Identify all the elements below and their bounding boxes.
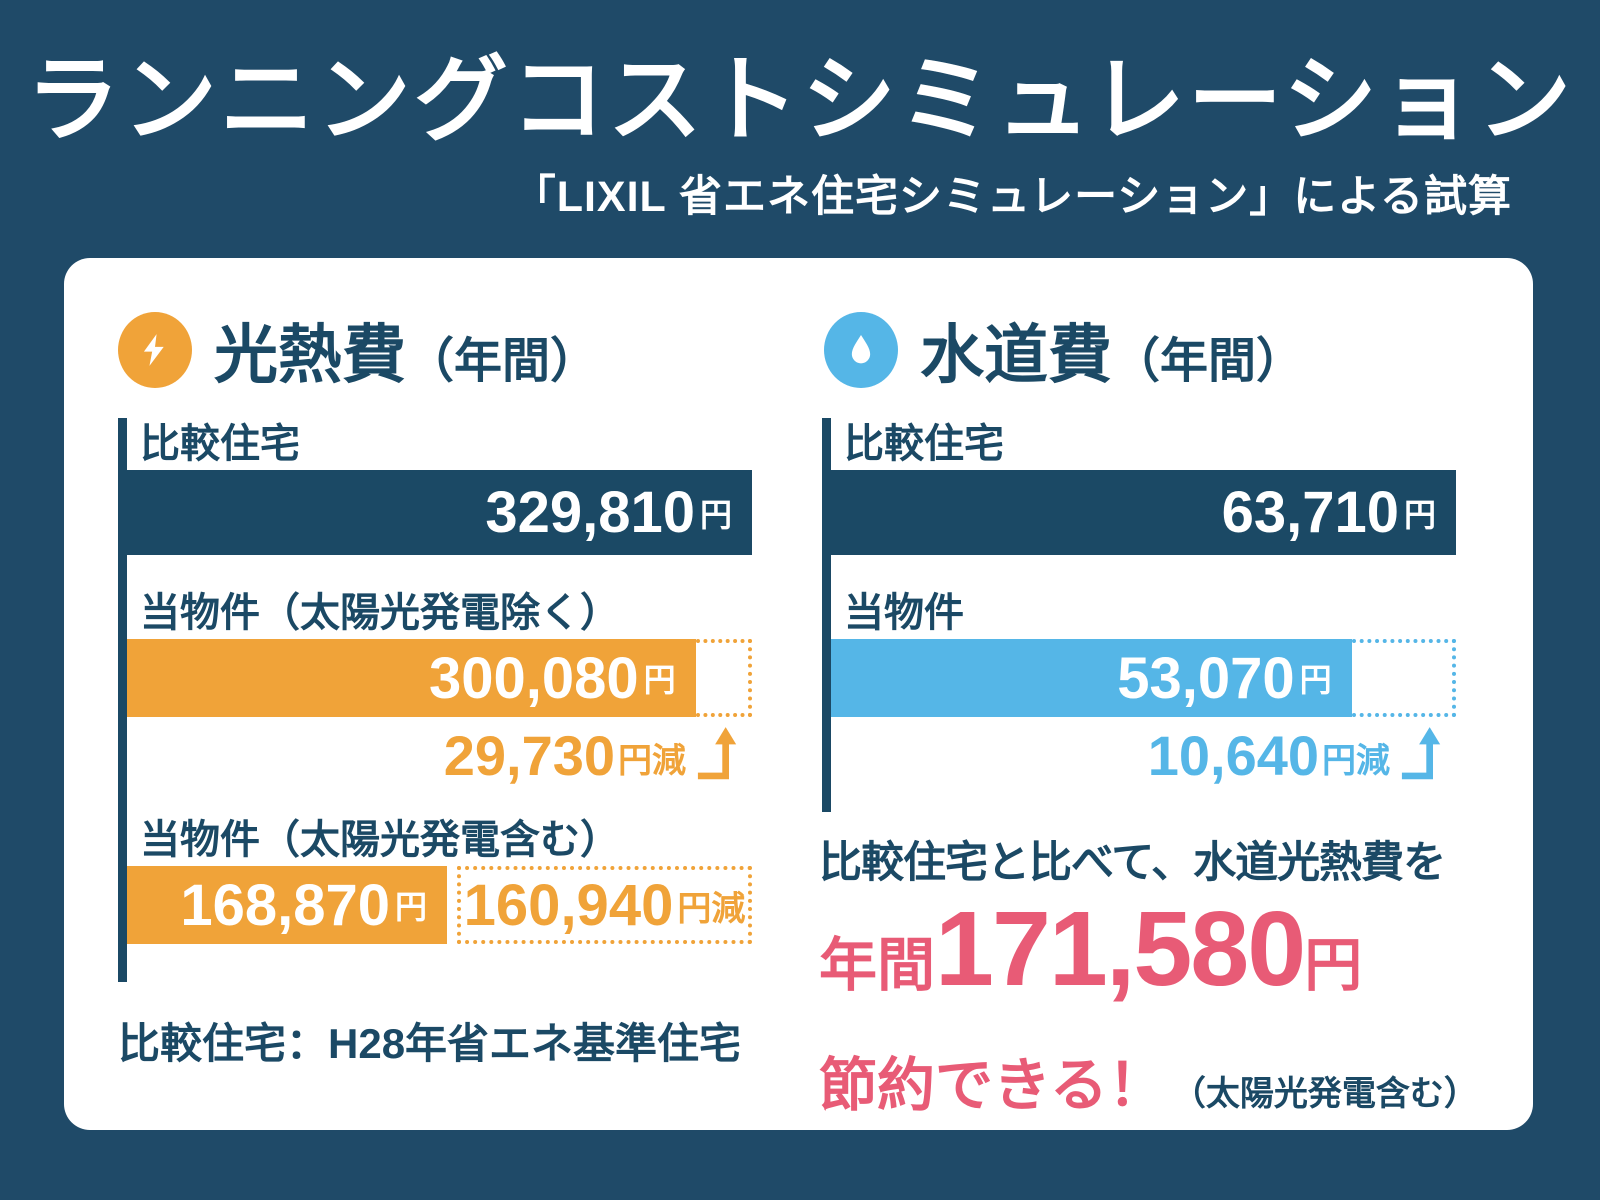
savings-unit: 円 — [1304, 933, 1363, 998]
energy-bar2-unit: 円 — [643, 662, 676, 698]
energy-chart: 比較住宅 329,810 円 当物件（太陽光発電除く） 300,080 円 29,7… — [118, 418, 752, 982]
energy-bar2-label: 当物件（太陽光発電除く） — [140, 591, 620, 635]
water-bar2-reduction-value: 10,640 — [1147, 724, 1319, 787]
energy-bar2-reduction: 29,730 円減 — [127, 722, 752, 787]
energy-bar1-label: 比較住宅 — [140, 422, 300, 466]
energy-bar3-label: 当物件（太陽光発電含む） — [140, 818, 620, 862]
up-arrow-icon — [1401, 727, 1441, 780]
savings-save-text: 節約できる！ — [819, 1053, 1166, 1118]
energy-section-title: 光熱費（年間） — [214, 304, 598, 396]
energy-bar-with-solar: 168,870 円 — [127, 866, 447, 944]
energy-title-suffix: （年間） — [406, 335, 599, 388]
energy-bar2-reduction-value: 29,730 — [443, 724, 615, 787]
page-title: ランニングコストシミュレーション — [25, 47, 1575, 152]
savings-prefix: 年間 — [819, 933, 936, 998]
water-bar2-value: 53,070 — [1117, 645, 1295, 711]
lightning-icon — [118, 312, 192, 388]
savings-amount-line: 年間171,580円 — [819, 894, 1499, 1036]
water-bar2-unit: 円 — [1299, 662, 1332, 698]
energy-section-header: 光熱費（年間） — [118, 304, 598, 396]
energy-bar2-value: 300,080 — [428, 645, 639, 711]
energy-bar1-unit: 円 — [699, 496, 732, 533]
water-bar1-value: 63,710 — [1221, 480, 1399, 545]
water-drop-icon — [824, 312, 898, 388]
energy-title-text: 光熱費 — [214, 319, 406, 391]
savings-amount: 171,580 — [935, 890, 1306, 1008]
content-card: 光熱費（年間） 水道費（年間） 比較住宅 329,810 円 当物件（太陽光発電除… — [64, 258, 1533, 1130]
water-bar2-reduction: 10,640 円減 — [831, 722, 1456, 787]
water-bar2-track: 53,070 円 — [831, 639, 1456, 717]
energy-bar3-unit: 円 — [394, 889, 427, 925]
energy-bar3-reduction-unit: 円減 — [677, 889, 746, 928]
water-section-title: 水道費（年間） — [920, 304, 1304, 396]
water-bar-comparison: 63,710 円 — [831, 470, 1456, 555]
up-arrow-icon — [697, 727, 737, 780]
energy-bar3-reduction-box: 160,940 円減 — [457, 866, 752, 944]
water-bar2-gap-box — [1351, 639, 1456, 717]
energy-bar2-gap-box — [695, 639, 752, 717]
energy-bar1-value: 329,810 — [485, 480, 695, 545]
water-title-suffix: （年間） — [1112, 335, 1305, 388]
water-chart: 比較住宅 63,710 円 当物件 53,070 円 10,640 円減 — [822, 418, 1456, 812]
water-bar2-reduction-unit: 円減 — [1322, 742, 1390, 780]
energy-bar3-track: 168,870 円 160,940 円減 — [127, 866, 752, 944]
savings-summary-line1: 比較住宅と比べて、水道光熱費を — [819, 839, 1446, 887]
savings-solar-note: （太陽光発電含む） — [1171, 1075, 1478, 1113]
water-bar1-unit: 円 — [1403, 496, 1436, 533]
savings-summary: 比較住宅と比べて、水道光熱費を 年間171,580円 節約できる！ （太陽光発電含… — [819, 836, 1499, 1122]
energy-bar3-reduction-value: 160,940 — [463, 872, 674, 938]
water-bar1-label: 比較住宅 — [844, 422, 1004, 466]
energy-bar2-reduction-unit: 円減 — [618, 742, 686, 780]
savings-summary-line3: 節約できる！ （太陽光発電含む） — [819, 1038, 1499, 1122]
energy-bar1-track: 329,810 円 — [127, 470, 752, 555]
water-title-text: 水道費 — [920, 319, 1112, 391]
energy-bar-no-solar: 300,080 円 — [127, 639, 696, 717]
water-bar2-label: 当物件 — [844, 591, 964, 635]
water-bar-property: 53,070 円 — [831, 639, 1352, 717]
energy-bar2-track: 300,080 円 — [127, 639, 752, 717]
energy-bar3-value: 168,870 — [180, 872, 390, 938]
water-section-header: 水道費（年間） — [824, 304, 1304, 396]
energy-bar-comparison: 329,810 円 — [127, 470, 752, 555]
comparison-house-note: 比較住宅：H28年省エネ基準住宅 — [118, 1020, 742, 1067]
page-subtitle: 「LIXIL 省エネ住宅シミュレーション」による試算 — [512, 173, 1512, 221]
water-bar1-track: 63,710 円 — [831, 470, 1456, 555]
